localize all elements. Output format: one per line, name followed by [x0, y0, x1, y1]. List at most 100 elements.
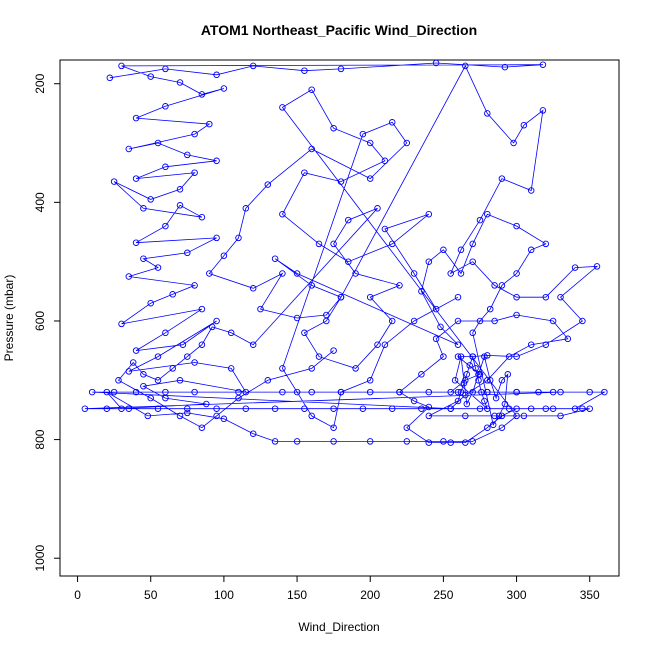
data-point: [498, 412, 506, 420]
data-point: [176, 186, 184, 193]
data-point: [220, 415, 228, 423]
data-point: [213, 317, 220, 325]
data-point: [366, 438, 374, 445]
data-point: [495, 412, 503, 420]
data-point: [308, 86, 315, 93]
data-point: [176, 202, 184, 209]
data-point: [213, 234, 220, 242]
data-point: [571, 405, 579, 412]
data-point: [457, 388, 465, 396]
data-point: [557, 293, 564, 301]
data-point: [454, 341, 462, 348]
data-point: [162, 222, 169, 230]
data-point: [198, 341, 206, 348]
data-point: [315, 353, 323, 360]
data-point: [208, 323, 216, 331]
data-point: [227, 365, 235, 372]
data-point: [481, 397, 488, 405]
data-point: [542, 240, 550, 248]
data-point: [132, 347, 140, 354]
data-point: [169, 365, 176, 372]
data-point: [549, 405, 557, 412]
data-point: [147, 196, 154, 203]
data-point: [249, 62, 257, 70]
data-point: [191, 359, 198, 366]
data-point: [469, 353, 476, 360]
data-point: [132, 239, 140, 246]
data-point: [162, 329, 169, 337]
data-point: [279, 270, 286, 277]
data-point: [476, 317, 484, 325]
data-point: [513, 293, 520, 301]
data-point: [330, 347, 337, 354]
data-point: [125, 273, 133, 280]
data-point: [513, 405, 520, 412]
data-point: [451, 377, 459, 384]
data-point: [484, 377, 491, 384]
data-point: [162, 65, 169, 73]
data-point: [425, 439, 433, 446]
data-point: [271, 255, 279, 262]
y-tick-label: 800: [33, 429, 47, 449]
data-point: [486, 305, 494, 313]
data-point: [489, 421, 497, 429]
data-point: [366, 175, 374, 182]
y-tick-label: 600: [33, 311, 47, 331]
data-point: [301, 169, 308, 176]
data-point: [527, 341, 535, 348]
data-point: [106, 74, 114, 82]
data-point: [179, 341, 187, 348]
data-point: [501, 63, 509, 71]
data-point: [462, 439, 469, 446]
data-point: [410, 397, 418, 405]
data-point: [469, 329, 476, 337]
data-point: [213, 405, 220, 412]
y-tick-label: 400: [33, 192, 47, 212]
data-point: [118, 320, 125, 328]
data-point: [513, 353, 520, 360]
data-point: [571, 264, 579, 271]
data-point: [425, 412, 433, 420]
data-point: [539, 61, 547, 68]
x-axis: 0 50 100 150 200 250 300 350: [74, 575, 600, 602]
data-point: [498, 282, 506, 289]
series-line: [84, 62, 606, 444]
data-point: [498, 377, 506, 384]
data-point: [279, 388, 286, 396]
data-point: [203, 400, 210, 408]
data-point: [144, 412, 152, 420]
data-point: [301, 67, 308, 74]
data-point: [447, 439, 454, 446]
data-point: [513, 412, 520, 420]
data-point: [542, 293, 550, 301]
data-point: [403, 424, 411, 431]
data-point: [463, 371, 471, 378]
chart-title: ATOM1 Northeast_Pacific Wind_Direction: [201, 22, 477, 38]
data-point: [115, 377, 122, 384]
data-point: [220, 252, 228, 259]
data-point: [162, 103, 169, 110]
data-point: [388, 119, 396, 126]
x-axis-label: Wind_Direction: [298, 620, 379, 634]
data-point: [484, 424, 491, 431]
data-point: [279, 210, 286, 218]
data-point: [425, 258, 433, 265]
data-point: [227, 329, 235, 337]
data-point: [140, 371, 147, 378]
data-point: [418, 405, 425, 412]
data-point: [381, 157, 389, 165]
data-point: [337, 178, 345, 185]
data-point: [469, 258, 476, 265]
data-point: [337, 293, 345, 301]
data-point: [110, 178, 118, 185]
data-point: [491, 412, 498, 420]
data-point: [381, 341, 389, 348]
data-point: [472, 365, 479, 372]
x-tick-label: 250: [433, 588, 453, 602]
data-point: [491, 317, 498, 325]
data-point: [520, 121, 528, 129]
data-point: [184, 405, 191, 412]
data-point: [440, 353, 447, 360]
data-point: [345, 216, 352, 224]
x-tick-label: 200: [360, 588, 380, 602]
